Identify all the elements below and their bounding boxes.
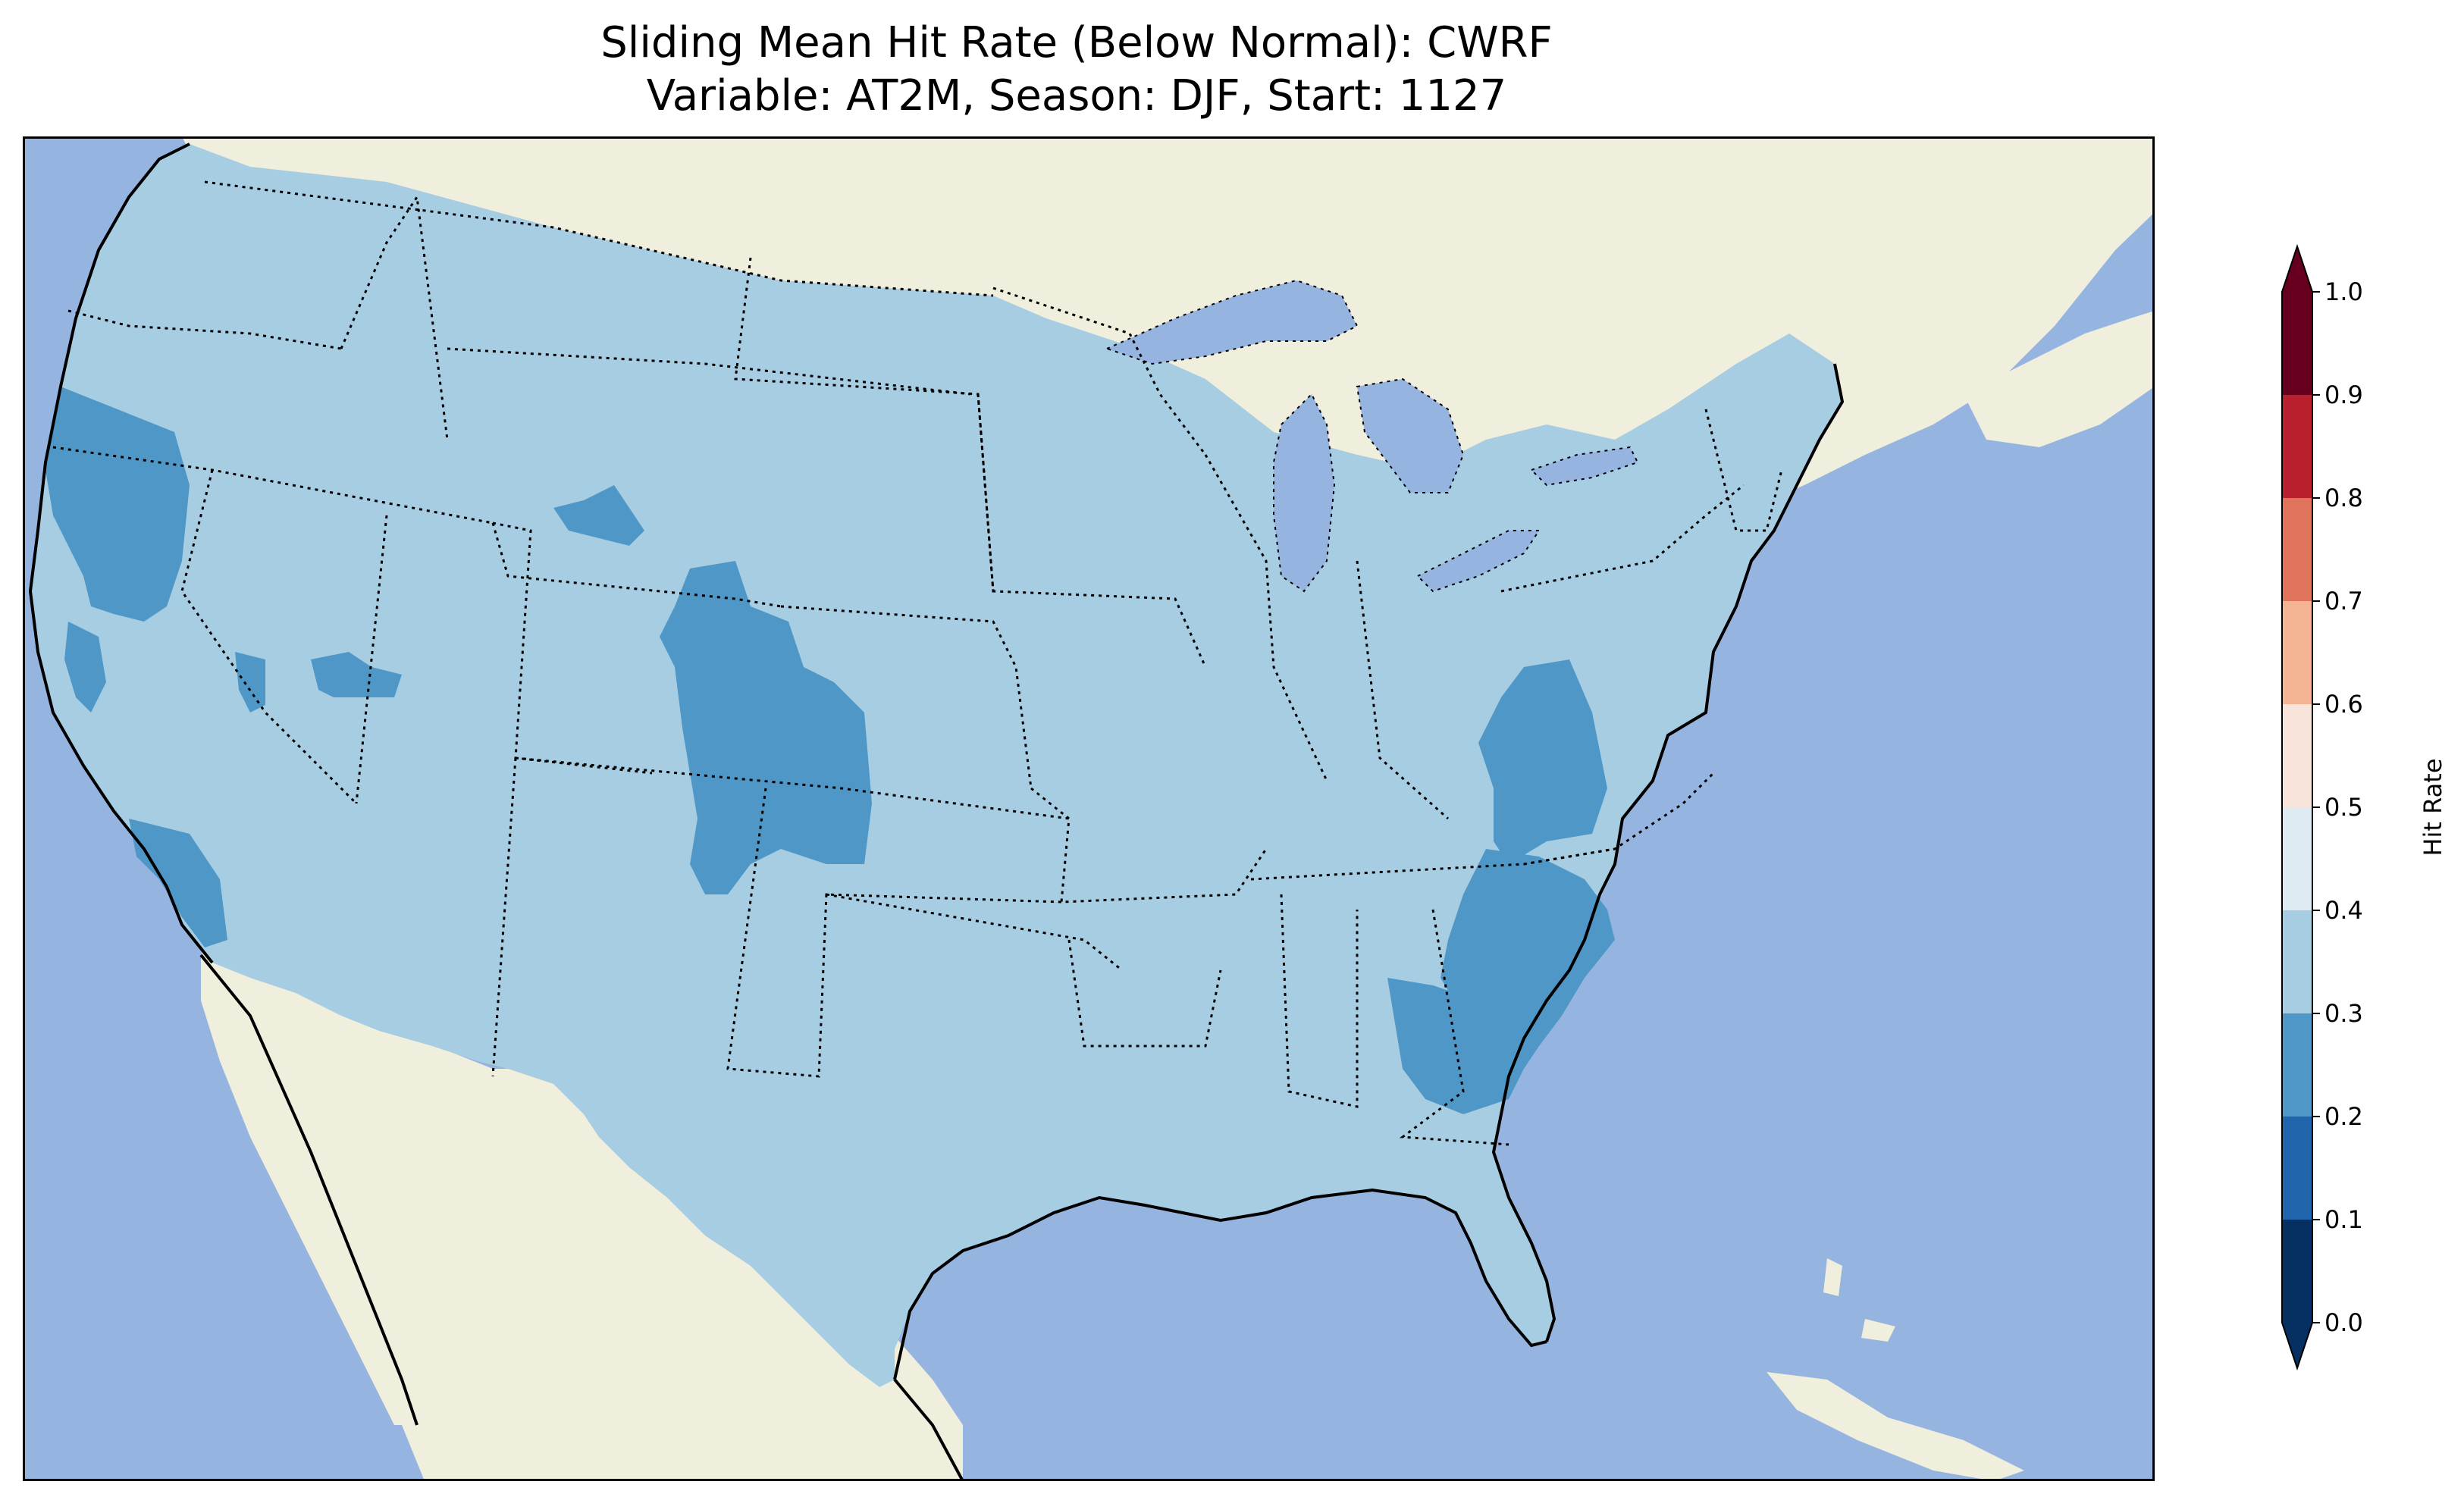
colorbar-bin-8 [2282, 395, 2312, 498]
border-va-nc [1523, 772, 1715, 866]
state-borders [52, 180, 1783, 1146]
colorbar-bin-7 [2282, 498, 2312, 601]
land-bahamas-2 [1861, 1319, 1895, 1342]
colorbar-tick-label-10: 1.0 [2324, 277, 2363, 306]
map-panel [23, 136, 2155, 1481]
coast-gulf [893, 1188, 1547, 1380]
colorbar-bins [2281, 243, 2313, 1371]
border-ca-nv [180, 469, 358, 805]
border-wy-co [491, 522, 782, 608]
border-ga-fl [1399, 909, 1509, 1146]
border-co-nm [515, 756, 1070, 820]
border-az-nm [491, 757, 517, 1077]
colorbar-ticks: 0.0 0.1 0.2 0.3 0.4 0.5 0.6 0.7 0.8 0.9 1.0 [2312, 277, 2363, 1337]
colorbar-tick-label-1: 0.1 [2324, 1205, 2363, 1234]
border-ut-co [492, 521, 653, 775]
patch-california [45, 387, 190, 622]
border-mo [1030, 787, 1268, 904]
great-lakes [1105, 279, 1639, 593]
title-line-1: Sliding Mean Hit Rate (Below Normal): CW… [600, 18, 1553, 67]
coast-atlantic [1491, 363, 1845, 1342]
colorbar-bin-2 [2282, 1013, 2312, 1117]
land-bahamas-1 [1823, 1258, 1842, 1296]
colorbar-tick-label-5: 0.5 [2324, 793, 2363, 822]
colorbar-bin-9 [2282, 292, 2312, 395]
map-border [23, 136, 2155, 1481]
patch-utah [311, 652, 402, 697]
land-baja [201, 955, 417, 1425]
patch-california-2 [64, 622, 106, 713]
us-hit-rate-field [30, 144, 1842, 1387]
colorbar: 0.0 0.1 0.2 0.3 0.4 0.5 0.6 0.7 0.8 0.9 1.0 Hit Ra… [2281, 243, 2447, 1371]
border-ne-ks [780, 605, 1033, 789]
border-in-oh [1356, 560, 1449, 820]
coastlines [28, 143, 1845, 1481]
colorbar-label: Hit Rate [2419, 758, 2447, 856]
patch-appalachia [1478, 659, 1607, 864]
colorbar-extend-min [2282, 1323, 2312, 1368]
border-il [1204, 454, 1328, 781]
colorbar-extend-max [2282, 246, 2312, 292]
map-title: Sliding Mean Hit Rate (Below Normal): CW… [0, 17, 2153, 123]
colorbar-bin-1 [2282, 1117, 2312, 1220]
title-line-2: Variable: AT2M, Season: DJF, Start: 1127 [646, 71, 1507, 121]
colorbar-tick-label-6: 0.6 [2324, 690, 2363, 719]
colorbar-bin-6 [2282, 601, 2312, 704]
land-cuba [1766, 1372, 2024, 1481]
patch-nevada [235, 652, 265, 713]
colorbar-bin-0 [2282, 1220, 2312, 1323]
border-new-england [1704, 409, 1783, 532]
colorbar-tick-label-2: 0.2 [2324, 1102, 2363, 1131]
border-mn-ia [977, 393, 1207, 668]
patch-socal [129, 819, 227, 947]
colorbar-bin-5 [2282, 704, 2312, 807]
coast-mexico-gulf [893, 1378, 964, 1481]
coast-baja [199, 954, 419, 1426]
patch-colorado [660, 561, 872, 894]
border-49th-parallel [204, 180, 994, 297]
border-nv-ut [355, 515, 388, 804]
border-wa-or [67, 309, 342, 350]
lake-ontario [1530, 446, 1639, 487]
colorbar-bin-3 [2282, 910, 2312, 1013]
colorbar-tick-label-9: 0.9 [2324, 381, 2363, 409]
coast-pacific [28, 143, 214, 964]
colorbar-tick-label-0: 0.0 [2324, 1308, 2363, 1337]
colorbar-tick-label-3: 0.3 [2324, 999, 2363, 1028]
colorbar-tick-label-4: 0.4 [2324, 896, 2363, 925]
border-ar-la [1067, 939, 1222, 1048]
colorbar-bin-4 [2282, 807, 2312, 910]
border-nm-tx [726, 788, 1062, 1078]
lake-superior [1105, 279, 1359, 365]
colorbar-tick-label-7: 0.7 [2324, 587, 2363, 615]
lake-huron [1356, 377, 1465, 493]
border-mt-wy [447, 347, 971, 396]
lake-erie [1416, 530, 1541, 593]
lake-michigan [1273, 393, 1336, 593]
border-pa-ny [1500, 484, 1745, 593]
border-ms-al [1280, 894, 1359, 1108]
colorbar-tick-label-8: 0.8 [2324, 484, 2363, 512]
patch-wyoming [553, 485, 644, 546]
land-nova-scotia [1964, 311, 2155, 447]
